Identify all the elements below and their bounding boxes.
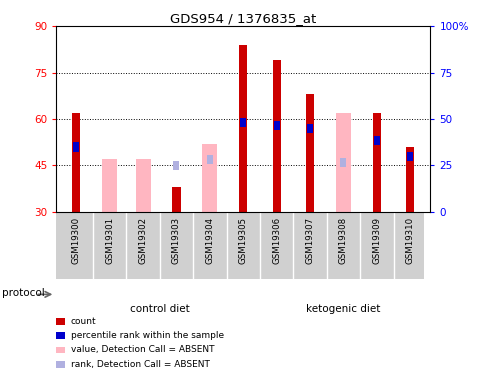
Text: GSM19308: GSM19308 (338, 217, 347, 264)
Bar (73, 142, 79, 152)
Bar (173, 161, 179, 170)
Text: GSM19303: GSM19303 (172, 217, 181, 264)
Text: count: count (71, 317, 96, 326)
Text: protocol: protocol (2, 288, 45, 297)
Bar (305, 94, 314, 212)
Text: GSM19305: GSM19305 (238, 217, 247, 264)
Bar (206, 154, 212, 164)
Bar (72, 113, 81, 212)
Bar (202, 144, 217, 212)
Bar (407, 152, 412, 161)
Bar (335, 113, 350, 212)
Text: GSM19309: GSM19309 (372, 217, 381, 264)
Text: GSM19301: GSM19301 (105, 217, 114, 264)
Bar (135, 159, 150, 212)
Bar (306, 124, 312, 133)
Text: GSM19306: GSM19306 (272, 217, 281, 264)
Title: GDS954 / 1376835_at: GDS954 / 1376835_at (170, 12, 316, 25)
Bar (273, 121, 279, 130)
Text: GSM19304: GSM19304 (205, 217, 214, 264)
Bar (240, 117, 246, 127)
Bar (272, 60, 280, 212)
Text: GSM19300: GSM19300 (72, 217, 81, 264)
Bar (372, 113, 380, 212)
Text: GSM19307: GSM19307 (305, 217, 314, 264)
Bar (405, 147, 414, 212)
Text: value, Detection Call = ABSENT: value, Detection Call = ABSENT (71, 345, 214, 354)
Text: rank, Detection Call = ABSENT: rank, Detection Call = ABSENT (71, 360, 209, 369)
Bar (340, 158, 346, 167)
Text: GSM19310: GSM19310 (405, 217, 414, 264)
Text: GSM19302: GSM19302 (138, 217, 147, 264)
Bar (102, 159, 117, 212)
Bar (373, 136, 379, 146)
Bar (172, 187, 180, 212)
Text: ketogenic diet: ketogenic diet (305, 304, 380, 314)
Bar (239, 45, 247, 212)
Text: control diet: control diet (130, 304, 189, 314)
Text: percentile rank within the sample: percentile rank within the sample (71, 331, 224, 340)
